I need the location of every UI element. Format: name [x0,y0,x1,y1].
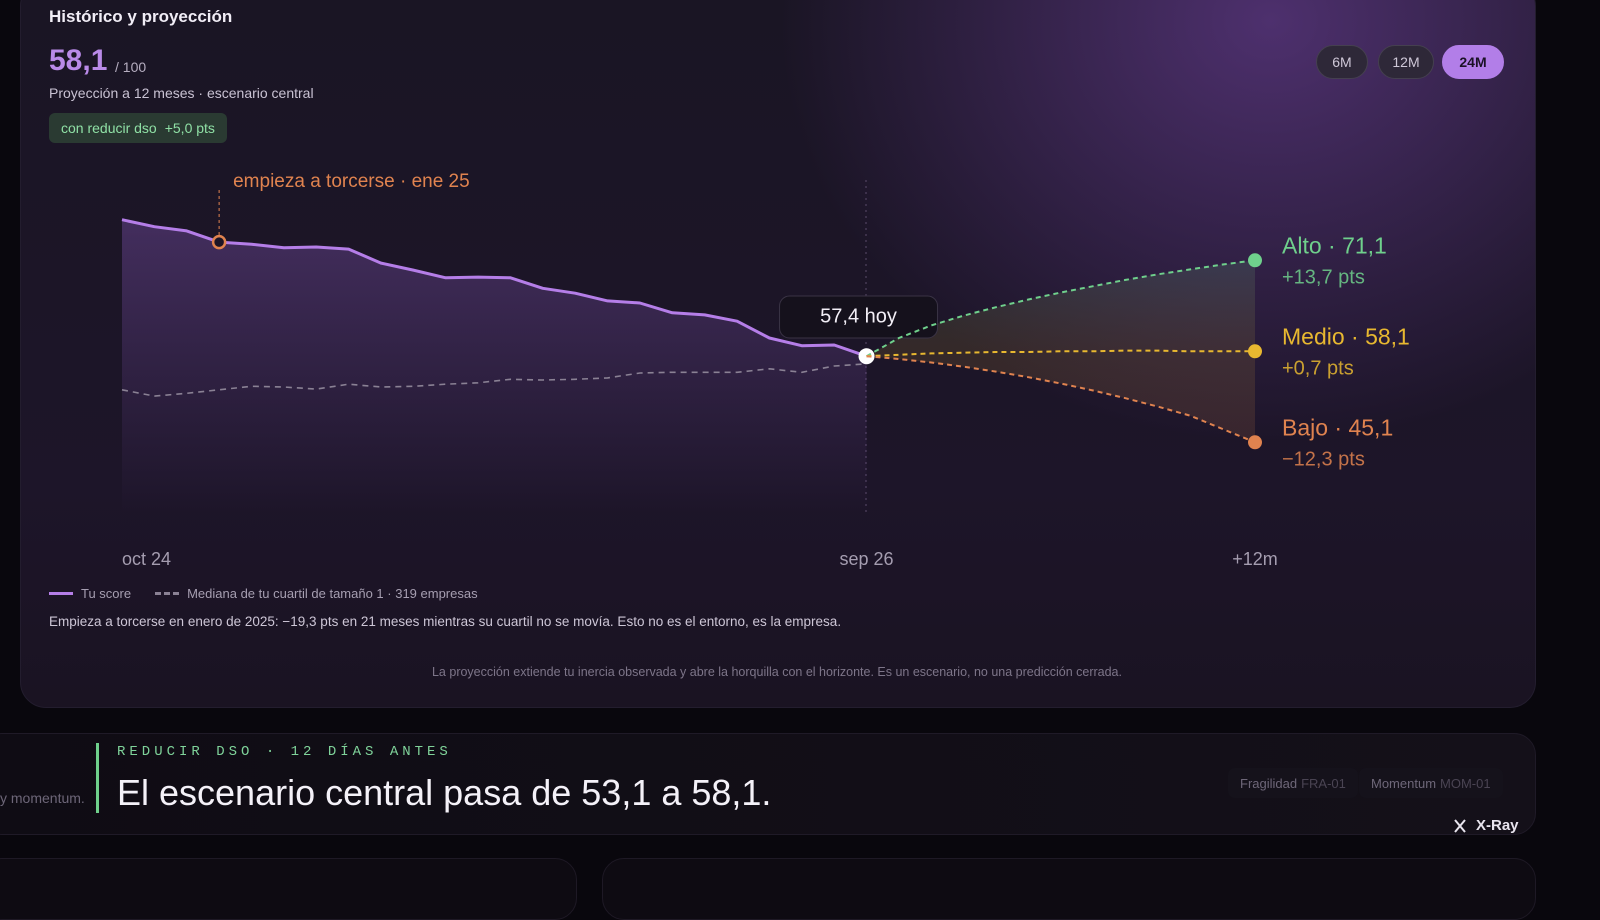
brand-name: X-Ray [1476,817,1519,834]
annotation-label: empieza a torcerse · ene 25 [233,171,470,192]
legend: Tu score Mediana de tu cuartil de tamaño… [49,586,478,601]
chip-value: +5,0 pts [164,120,215,136]
score-max: / 100 [115,59,147,75]
scenario-delta: −12,3 pts [1282,449,1365,471]
card-title: Histórico y proyección [49,7,233,26]
history-area [122,219,867,513]
tag[interactable]: Momentum MOM-01 [1359,768,1503,798]
x-tick-label: sep 26 [840,549,894,569]
card-stub [0,858,577,920]
cut-text: y momentum. [0,790,85,806]
chip: con reducir dso +5,0 pts [49,113,227,143]
end-dot [1248,344,1262,359]
series-line [121,363,867,397]
range-button[interactable]: 24M [1442,45,1504,79]
legend-label: Mediana de tu cuartil de tamaño 1 · 319 … [187,586,478,601]
tag-code: MOM-01 [1440,775,1491,791]
brand: X-Ray [1452,817,1519,834]
projection-line [866,349,1255,358]
scenario-delta: +0,7 pts [1282,358,1354,380]
headline: El escenario central pasa de 53,1 a 58,1… [117,772,772,813]
scenario-label: Bajo · 45,1 [1282,414,1393,440]
page: Histórico y proyección 58,1 / 100 Proyec… [0,0,1536,920]
end-dot [1248,253,1262,268]
tooltip-box [779,295,939,339]
range-button[interactable]: 6M [1316,45,1368,79]
tag-code: FRA-01 [1301,775,1346,791]
chip-label: con reducir dso [61,120,157,136]
summary: Empieza a torcerse en enero de 2025: −19… [49,614,842,629]
chart: oct 24 sep 26 +12m 57,4 hoy Alto · 71,1 +13,7… [121,171,1410,569]
card-stub [602,858,1536,920]
eyebrow: REDUCIR DSO · 12 DÍAS ANTES [117,744,452,760]
accent-bar [96,743,99,813]
scenario-label: Medio · 58,1 [1282,323,1410,349]
brand-icon [1454,818,1466,833]
disclaimer: La proyección extiende tu inercia observ… [431,665,1122,679]
tooltip-label: 57,4 hoy [820,305,897,327]
end-dot [1248,435,1262,450]
scenario-label: Alto · 71,1 [1282,232,1387,258]
scenario-delta: +13,7 pts [1282,267,1365,289]
tag-name: Momentum [1371,775,1437,791]
score: 58,1 [49,44,108,77]
projection-fan [866,260,1255,443]
x-tick-label: oct 24 [122,549,171,569]
tag[interactable]: Fragilidad FRA-01 [1228,768,1358,798]
tag-name: Fragilidad [1240,775,1298,791]
annotation-dot [211,234,227,250]
series-line [121,218,867,358]
legend-label: Tu score [81,586,132,601]
range-button[interactable]: 12M [1378,45,1434,79]
legend-swatch [49,592,73,595]
legend-swatch [155,592,180,595]
subtitle: Proyección a 12 meses · escenario centra… [49,85,314,101]
x-tick-label: +12m [1232,549,1278,569]
projection-line [866,355,1256,444]
projection-line [866,259,1256,358]
